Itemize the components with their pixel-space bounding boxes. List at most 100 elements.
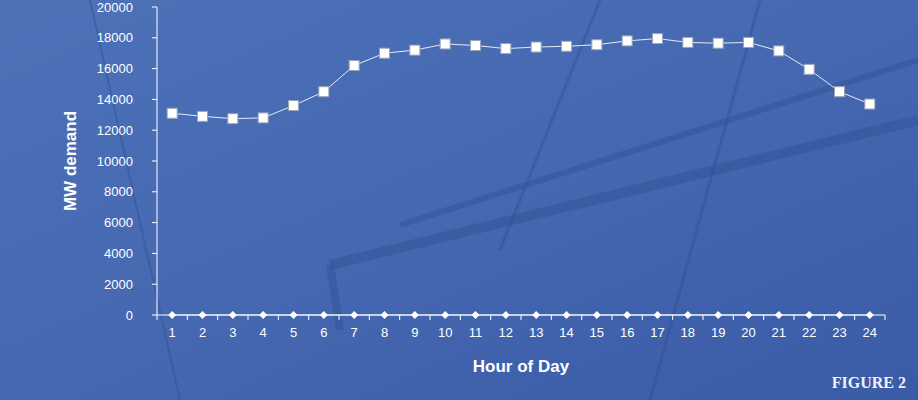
x-tick-label: 17 bbox=[650, 325, 664, 340]
x-tick bbox=[763, 315, 764, 320]
x-tick-label: 21 bbox=[772, 325, 786, 340]
x-tick-label: 7 bbox=[351, 325, 358, 340]
x-tick bbox=[551, 315, 552, 320]
series-1-marker bbox=[775, 311, 783, 319]
series-1-marker bbox=[472, 311, 480, 319]
x-tick bbox=[490, 315, 491, 320]
x-tick-label: 19 bbox=[711, 325, 725, 340]
x-tick-label: 20 bbox=[741, 325, 755, 340]
x-tick-label: 18 bbox=[681, 325, 695, 340]
x-tick-label: 11 bbox=[469, 325, 483, 340]
series-0-marker bbox=[835, 87, 845, 97]
series-1-marker bbox=[411, 311, 419, 319]
x-tick-label: 4 bbox=[260, 325, 267, 340]
x-tick bbox=[248, 315, 249, 320]
series-1-marker bbox=[290, 311, 298, 319]
x-tick-label: 8 bbox=[381, 325, 388, 340]
x-tick bbox=[794, 315, 795, 320]
y-tick-label: 0 bbox=[126, 308, 133, 323]
y-tick bbox=[152, 284, 157, 285]
series-0-marker bbox=[380, 48, 390, 58]
x-axis-title: Hour of Day bbox=[473, 357, 570, 376]
series-0-marker bbox=[228, 114, 238, 124]
x-tick-label: 15 bbox=[590, 325, 604, 340]
x-tick-label: 2 bbox=[199, 325, 206, 340]
x-tick bbox=[703, 315, 704, 320]
series-0-marker bbox=[410, 45, 420, 55]
y-tick-label: 2000 bbox=[104, 277, 133, 292]
x-tick bbox=[460, 315, 461, 320]
x-tick bbox=[733, 315, 734, 320]
series-0-marker bbox=[562, 41, 572, 51]
series-1-marker bbox=[381, 311, 389, 319]
series-1-marker bbox=[259, 311, 267, 319]
series-0-marker bbox=[804, 64, 814, 74]
series-0-marker bbox=[744, 37, 754, 47]
series-0-marker bbox=[471, 41, 481, 51]
x-tick bbox=[521, 315, 522, 320]
series-1-marker bbox=[745, 311, 753, 319]
x-tick bbox=[399, 315, 400, 320]
x-tick bbox=[612, 315, 613, 320]
y-tick-label: 10000 bbox=[97, 154, 133, 169]
y-tick bbox=[152, 130, 157, 131]
x-tick bbox=[157, 315, 158, 320]
x-tick bbox=[581, 315, 582, 320]
x-tick bbox=[278, 315, 279, 320]
series-0-marker bbox=[167, 108, 177, 118]
x-tick bbox=[339, 315, 340, 320]
x-tick bbox=[187, 315, 188, 320]
x-tick-label: 1 bbox=[169, 325, 176, 340]
series-0-line bbox=[172, 39, 870, 119]
chart: 0200040006000800010000120001400016000180… bbox=[0, 0, 918, 400]
x-tick-label: 13 bbox=[529, 325, 543, 340]
x-tick-label: 14 bbox=[559, 325, 573, 340]
series-1-marker bbox=[320, 311, 328, 319]
x-tick-label: 3 bbox=[229, 325, 236, 340]
series-1-marker bbox=[684, 311, 692, 319]
series-1-marker bbox=[866, 311, 874, 319]
background-decoration bbox=[90, 0, 918, 400]
y-tick bbox=[152, 222, 157, 223]
y-tick-label: 20000 bbox=[97, 0, 133, 15]
x-tick bbox=[308, 315, 309, 320]
y-tick-label: 16000 bbox=[97, 61, 133, 76]
series-0-marker bbox=[774, 46, 784, 56]
x-tick bbox=[217, 315, 218, 320]
series-0-marker bbox=[653, 34, 663, 44]
x-tick bbox=[854, 315, 855, 320]
series-0-marker bbox=[713, 38, 723, 48]
figure-label: FIGURE 2 bbox=[832, 374, 906, 391]
series-1-marker bbox=[805, 311, 813, 319]
series-0-marker bbox=[592, 40, 602, 50]
y-tick bbox=[152, 161, 157, 162]
x-tick-label: 10 bbox=[438, 325, 452, 340]
y-tick-label: 8000 bbox=[104, 184, 133, 199]
series-0-marker bbox=[501, 44, 511, 54]
series-1-marker bbox=[502, 311, 510, 319]
series-1-marker bbox=[441, 311, 449, 319]
x-tick-label: 12 bbox=[499, 325, 513, 340]
y-tick-label: 4000 bbox=[104, 246, 133, 261]
x-tick bbox=[430, 315, 431, 320]
series-1-marker bbox=[229, 311, 237, 319]
y-axis-title: MW demand bbox=[61, 111, 80, 211]
series-1-marker bbox=[563, 311, 571, 319]
series-1-marker bbox=[654, 311, 662, 319]
series-0-marker bbox=[349, 61, 359, 71]
x-tick bbox=[885, 315, 886, 320]
y-tick bbox=[152, 37, 157, 38]
x-tick-label: 22 bbox=[802, 325, 816, 340]
series-1-marker bbox=[623, 311, 631, 319]
y-tick bbox=[152, 68, 157, 69]
x-tick-label: 9 bbox=[411, 325, 418, 340]
series-0-marker bbox=[289, 101, 299, 111]
plot-area bbox=[167, 34, 875, 319]
series-1-marker bbox=[593, 311, 601, 319]
series-1-marker bbox=[714, 311, 722, 319]
series-0-marker bbox=[865, 99, 875, 109]
y-tick bbox=[152, 315, 157, 316]
x-tick-label: 24 bbox=[863, 325, 877, 340]
series-0-marker bbox=[198, 111, 208, 121]
x-tick bbox=[824, 315, 825, 320]
